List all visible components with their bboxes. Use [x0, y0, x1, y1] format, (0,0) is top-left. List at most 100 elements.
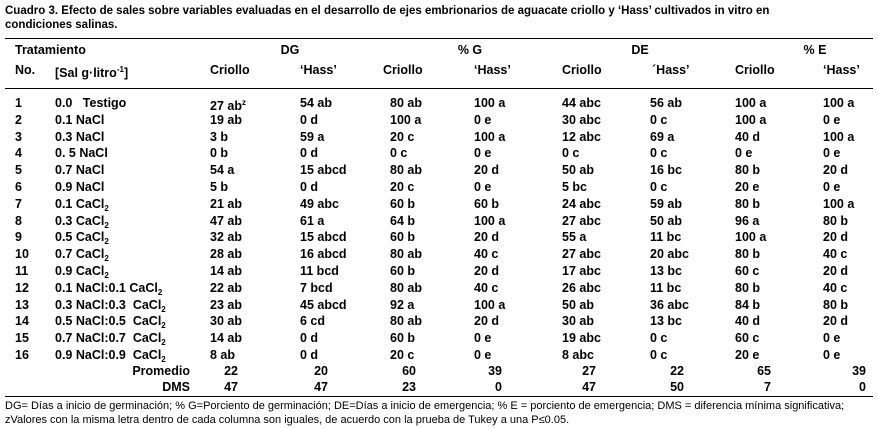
cell-text: 0 c	[650, 112, 668, 127]
cell-text: 0 e	[823, 331, 841, 346]
treatment-sub: 2	[161, 304, 166, 314]
row-treatment: 0.9 NaCl	[55, 180, 104, 194]
cell-text: 0 c	[562, 146, 580, 161]
cell-text: 47 ab	[210, 213, 242, 228]
cell: 100 a	[735, 230, 766, 244]
cell-text: 32 ab	[210, 230, 242, 245]
cell-text: 20 d	[823, 264, 849, 278]
cell-text: 5 bc	[562, 180, 588, 194]
treatment-text: 0.9 NaCl:0.9 CaCl	[55, 348, 162, 362]
row-treatment: 0.3 NaCl:0.3 CaCl2	[55, 298, 166, 317]
cell-text: 59 ab	[650, 196, 682, 211]
cell-text: 40 d	[735, 129, 761, 144]
column-header: Criollo	[562, 63, 602, 77]
cell: 14 ab	[210, 264, 242, 278]
row-no: 9	[15, 230, 22, 245]
cell-text: 80 b	[735, 196, 761, 211]
cell-text: 20 e	[735, 180, 760, 194]
summary-cell: 47	[224, 380, 238, 395]
cell: 96 a	[735, 214, 759, 228]
cell: 92 a	[390, 298, 414, 312]
cell: 8 abc	[562, 348, 594, 362]
cell-text: 27 abc	[562, 247, 601, 262]
summary-cell: 22	[670, 364, 684, 378]
cell: 60 b	[390, 197, 415, 211]
cell-text: 15 abcd	[300, 163, 347, 178]
cell-text: 100 a	[823, 129, 855, 144]
cell-text: 14 ab	[210, 331, 242, 346]
cell: 16 abcd	[300, 247, 347, 261]
cell: 61 a	[300, 214, 324, 228]
cell: 20 d	[823, 264, 848, 278]
cell-text: 20 d	[823, 314, 849, 329]
cell: 44 abc	[562, 96, 601, 110]
row-treatment: 0. 5 NaCl	[55, 146, 108, 160]
cell: 11 bcd	[300, 264, 339, 278]
row-no: 3	[15, 129, 22, 144]
cell-text: 60 b	[390, 196, 416, 211]
cell-text: 80 b	[823, 297, 849, 312]
cell: 24 abc	[562, 197, 601, 211]
row-no: 2	[15, 112, 22, 127]
treatment-sub: 2	[161, 321, 166, 331]
cell-text: 54 a	[210, 163, 235, 178]
cell: 49 abc	[300, 197, 339, 211]
cell-text: 80 ab	[390, 280, 422, 295]
cell: 14 ab	[210, 331, 242, 345]
cell-text: 100 a	[474, 213, 506, 228]
cell: 20 c	[390, 348, 414, 362]
cell-text: 11 bc	[650, 230, 682, 245]
cell: 100 a	[474, 298, 505, 312]
cell-text: 80 b	[735, 247, 761, 262]
cell-text: 24 abc	[562, 196, 601, 211]
cell: 60 c	[735, 331, 759, 345]
cell-sup: z	[241, 98, 246, 107]
cell: 28 ab	[210, 247, 242, 261]
cell-text: 28 ab	[210, 247, 242, 262]
row-no: 11	[15, 264, 29, 278]
cell: 20 d	[474, 230, 499, 244]
column-header: Criollo	[383, 63, 423, 77]
cell: 40 c	[474, 247, 498, 261]
cell: 100 a	[474, 130, 505, 144]
cell: 50 ab	[562, 298, 594, 312]
cell-text: 20 d	[823, 230, 849, 245]
cell: 0 e	[823, 180, 840, 194]
cell: 0 e	[474, 146, 491, 160]
cell-text: 45 abcd	[300, 297, 347, 312]
treatment-sub: 2	[157, 287, 163, 297]
cell-text: 100 a	[735, 96, 767, 110]
cell: 50 ab	[650, 214, 682, 228]
cell: 40 c	[823, 281, 847, 295]
cell: 17 abc	[562, 264, 601, 278]
group-header: DG	[280, 43, 300, 57]
cell: 3 b	[210, 130, 228, 144]
cell: 0 c	[650, 180, 667, 194]
treatment-text: 0.9 CaCl	[55, 264, 105, 278]
cell: 27 abc	[562, 214, 601, 228]
cell: 0 c	[650, 331, 667, 345]
cell: 0 c	[390, 146, 407, 160]
cell: 0 e	[823, 146, 840, 160]
summary-cell: 60	[402, 364, 416, 378]
cell-text: 40 c	[823, 247, 848, 262]
cell: 0 e	[474, 113, 491, 127]
cell-text: 8 ab	[210, 348, 236, 362]
cell: 32 ab	[210, 230, 242, 244]
cell-text: 50 ab	[562, 297, 594, 312]
cell-text: 11 bcd	[300, 264, 339, 278]
caption: Cuadro 3. Efecto de sales sobre variable…	[5, 5, 770, 31]
header-sal-part: -1	[116, 65, 124, 74]
cell-text: 54 ab	[300, 96, 332, 110]
cell-text: 6 cd	[300, 314, 326, 329]
cell: 27 abc	[562, 247, 601, 261]
header-sal-part: ]	[123, 66, 129, 80]
cell-text: 13 bc	[650, 264, 682, 278]
header-sal: [Sal g·litro-1]	[55, 63, 128, 80]
row-treatment: 0.3 CaCl2	[55, 214, 109, 233]
cell-text: 92 a	[390, 297, 415, 312]
cell: 64 b	[390, 214, 415, 228]
summary-cell: 7	[764, 380, 771, 395]
cell-text: 21 ab	[210, 196, 242, 211]
cell-text: 17 abc	[562, 264, 601, 278]
